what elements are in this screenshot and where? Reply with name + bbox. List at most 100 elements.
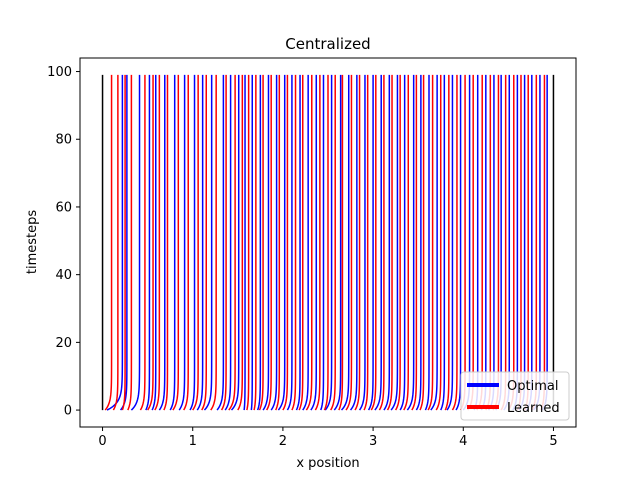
y-tick-label: 40 xyxy=(55,268,72,283)
trajectory-learned xyxy=(163,74,169,411)
trajectory-learned xyxy=(354,74,361,411)
trajectory-learned xyxy=(104,74,113,411)
x-tick-label: 1 xyxy=(189,434,197,449)
trajectory-optimal xyxy=(541,74,548,411)
y-tick-label: 100 xyxy=(47,65,72,80)
trajectory-learned xyxy=(266,74,272,411)
trajectory-optimal xyxy=(320,74,325,411)
trajectory-optimal xyxy=(216,74,225,411)
trajectory-learned xyxy=(507,74,515,411)
trajectory-learned xyxy=(403,74,410,411)
trajectory-optimal xyxy=(430,74,438,411)
trajectory-optimal xyxy=(440,74,446,411)
trajectory-optimal xyxy=(374,74,382,411)
trajectory-optimal xyxy=(473,74,479,411)
trajectory-optimal xyxy=(119,74,128,411)
legend: Optimal Learned xyxy=(460,371,570,421)
x-axis-ticks: 0 1 2 3 4 5 xyxy=(98,427,558,449)
trajectory-learned xyxy=(444,74,450,411)
trajectory-learned xyxy=(275,74,281,411)
legend-label-learned: Learned xyxy=(507,401,560,416)
trajectory-learned xyxy=(112,74,119,411)
trajectory-learned xyxy=(154,74,161,411)
trajectory-learned xyxy=(345,74,353,411)
trajectory-learned xyxy=(298,74,304,411)
trajectory-optimal xyxy=(367,74,374,411)
trajectory-optimal xyxy=(169,74,176,411)
trajectory-optimal xyxy=(189,74,196,411)
x-tick-label: 2 xyxy=(279,434,287,449)
trajectory-learned xyxy=(330,74,336,411)
trajectory-optimal xyxy=(310,74,318,411)
boundary-lines xyxy=(101,74,555,411)
trajectory-learned xyxy=(459,74,466,411)
trajectory-optimal xyxy=(203,74,213,411)
trajectory-optimal xyxy=(302,74,309,411)
trajectory-learned xyxy=(237,74,244,411)
x-tick-label: 0 xyxy=(98,434,106,449)
trajectory-optimal xyxy=(349,74,358,411)
y-tick-label: 0 xyxy=(64,404,72,419)
trajectory-learned xyxy=(139,74,146,411)
trajectory-optimal xyxy=(383,74,391,411)
trajectory-learned xyxy=(228,74,236,411)
x-tick-label: 4 xyxy=(459,434,467,449)
trajectory-optimal xyxy=(196,74,204,411)
trajectory-optimal xyxy=(256,74,262,411)
trajectory-learned xyxy=(323,74,329,411)
x-axis-label: x position xyxy=(296,456,359,471)
trajectory-optimal xyxy=(399,74,406,411)
trajectory-optimal xyxy=(512,74,519,411)
trajectory-optimal xyxy=(455,74,462,411)
trajectory-learned xyxy=(291,74,297,411)
trajectory-learned xyxy=(531,74,538,411)
trajectory-optimal xyxy=(333,74,342,411)
trajectory-optimal xyxy=(462,74,471,411)
x-tick-label: 3 xyxy=(369,434,377,449)
trajectory-optimal xyxy=(503,74,511,411)
trajectory-learned xyxy=(282,74,289,411)
trajectory-optimal xyxy=(495,74,502,411)
trajectory-optimal xyxy=(130,74,141,411)
trajectory-learned xyxy=(386,74,393,411)
trajectory-optimal xyxy=(151,74,157,411)
trajectory-learned xyxy=(253,74,257,411)
trajectory-learned xyxy=(183,74,189,411)
trajectory-optimal xyxy=(286,74,293,411)
trajectory-optimal xyxy=(270,74,278,411)
y-tick-label: 60 xyxy=(55,200,72,215)
trajectory-optimal xyxy=(487,74,495,411)
trajectory-learned xyxy=(121,74,126,411)
trajectory-learned xyxy=(192,74,199,411)
trajectory-learned xyxy=(201,74,207,411)
trajectory-learned xyxy=(467,74,474,411)
trajectory-learned xyxy=(305,74,313,411)
trajectory-optimal xyxy=(480,74,487,411)
trajectory-optimal xyxy=(415,74,422,411)
trajectory-learned xyxy=(419,74,425,411)
trajectory-learned xyxy=(363,74,369,411)
trajectory-optimal xyxy=(250,74,253,411)
trajectory-learned xyxy=(147,74,154,411)
trajectory-learned xyxy=(476,74,483,411)
trajectory-learned xyxy=(523,74,529,411)
trajectory-learned xyxy=(338,74,344,411)
y-tick-label: 80 xyxy=(55,133,72,148)
trajectory-optimal xyxy=(224,74,232,411)
trajectory-optimal xyxy=(390,74,399,411)
trajectory-learned xyxy=(258,74,264,411)
trajectory-learned xyxy=(485,74,492,411)
trajectory-learned xyxy=(516,74,522,411)
x-tick-label: 5 xyxy=(549,434,557,449)
trajectory-learned xyxy=(378,74,385,411)
trajectory-optimal xyxy=(340,74,350,411)
trajectory-optimal xyxy=(324,74,333,411)
trajectory-learned xyxy=(210,74,217,411)
trajectory-optimal xyxy=(358,74,366,411)
trajectory-optimal xyxy=(518,74,526,411)
trajectory-learned xyxy=(246,74,250,411)
trajectory-lines xyxy=(104,74,548,411)
trajectory-optimal xyxy=(145,74,151,411)
y-tick-label: 20 xyxy=(55,336,72,351)
